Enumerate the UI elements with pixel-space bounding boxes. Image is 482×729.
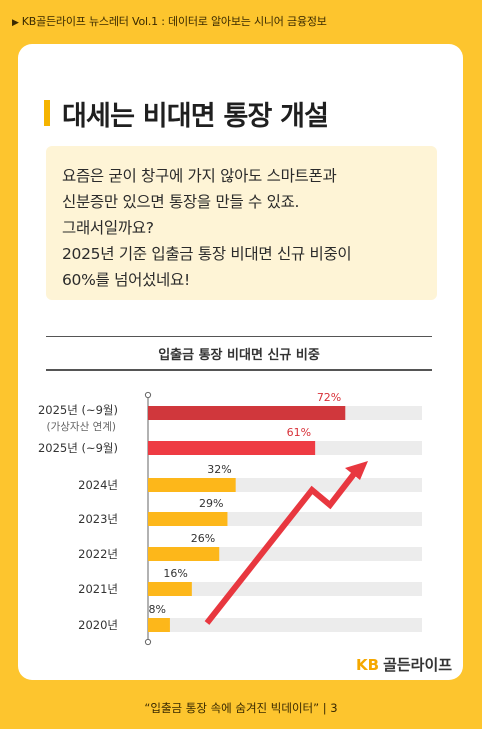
chart-title-rule-top: [46, 336, 432, 337]
bar: [148, 441, 316, 455]
title-accent-bar: [44, 100, 50, 126]
breadcrumb-text: KB골든라이프 뉴스레터 Vol.1 : 데이터로 알아보는 시니어 금융정보: [21, 15, 327, 28]
category-sublabel: (가상자산 연계): [47, 421, 117, 433]
kb-golden-life-logo: KB 골든라이프: [356, 654, 452, 675]
bar: [148, 406, 346, 420]
chart-title-rule-bottom: [46, 369, 432, 371]
category-label: 2025년 (~9월): [38, 441, 118, 455]
intro-line-1: 요즘은 굳이 창구에 가지 않아도 스마트폰과: [62, 167, 337, 185]
footer-caption: “입출금 통장 속에 숨겨진 빅데이터” | 3: [144, 701, 338, 715]
bar: [148, 547, 220, 561]
intro-line-3: 그래서일까요?: [62, 219, 154, 237]
category-label: 2025년 (~9월): [38, 403, 118, 417]
play-triangle-icon: ▶: [12, 18, 19, 28]
data-label: 32%: [207, 463, 231, 476]
bar: [148, 582, 192, 596]
bar-track: [148, 582, 422, 596]
logo-name: 골든라이프: [383, 656, 453, 674]
bar: [148, 618, 170, 632]
chart-title: 입출금 통장 비대면 신규 비중: [158, 348, 320, 363]
data-label: 72%: [317, 391, 341, 404]
trend-arrow-line: [204, 468, 360, 625]
bar: [148, 512, 228, 526]
intro-line-4: 2025년 기준 입출금 통장 비대면 신규 비중이: [62, 245, 352, 263]
intro-box: 요즘은 굳이 창구에 가지 않아도 스마트폰과 신분증만 있으면 통장을 만들 …: [46, 146, 437, 300]
category-label: 2022년: [78, 547, 118, 561]
page-title: 대세는 비대면 통장 개설: [62, 101, 329, 132]
category-label: 2020년: [78, 618, 118, 632]
data-label: 26%: [191, 532, 215, 545]
category-label: 2024년: [78, 478, 118, 492]
data-label: 16%: [163, 567, 187, 580]
newsletter-breadcrumb: ▶ KB골든라이프 뉴스레터 Vol.1 : 데이터로 알아보는 시니어 금융정보: [12, 13, 327, 29]
data-label: 8%: [148, 603, 165, 616]
logo-kb: KB: [356, 656, 380, 674]
bar-track: [148, 618, 422, 632]
category-label: 2021년: [78, 582, 118, 596]
bar: [148, 478, 236, 492]
category-label: 2023년: [78, 512, 118, 526]
intro-line-2: 신분증만 있으면 통장을 만들 수 있죠.: [62, 193, 300, 211]
trend-arrow-head: [345, 461, 368, 480]
intro-line-5: 60%를 넘어섰네요!: [62, 271, 190, 289]
axis-bottom-cap: [144, 638, 152, 646]
data-label: 29%: [199, 497, 223, 510]
data-label: 61%: [287, 426, 311, 439]
axis-top-cap: [144, 391, 152, 399]
